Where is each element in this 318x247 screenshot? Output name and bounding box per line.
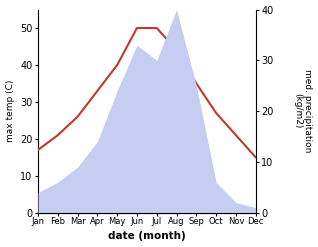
Y-axis label: med. precipitation
(kg/m2): med. precipitation (kg/m2) xyxy=(293,69,313,153)
X-axis label: date (month): date (month) xyxy=(108,231,186,242)
Y-axis label: max temp (C): max temp (C) xyxy=(5,80,15,142)
